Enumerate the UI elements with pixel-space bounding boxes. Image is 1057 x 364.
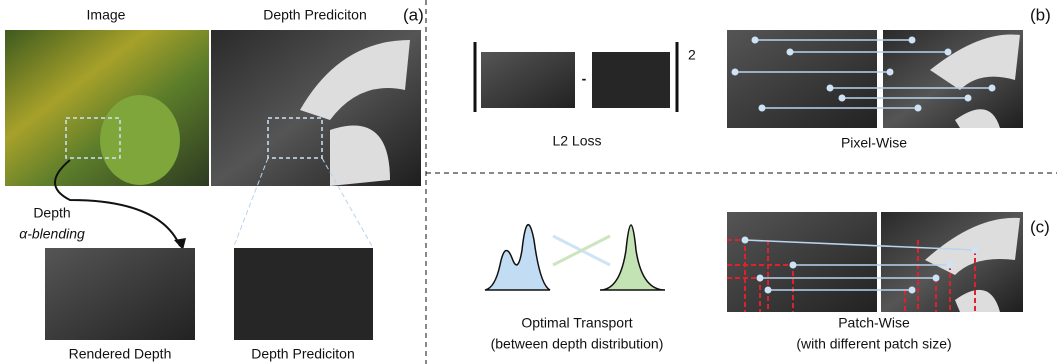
caption: L2 Loss — [552, 133, 601, 149]
rendered-depth — [727, 212, 877, 312]
caption: Patch-Wise — [838, 315, 910, 331]
caption: Optimal Transport — [521, 315, 632, 331]
image-title: Image — [87, 7, 126, 23]
caption: Pixel-Wise — [841, 135, 907, 151]
minus: - — [582, 71, 587, 87]
rendered-depth — [727, 30, 877, 128]
panel-label: (c) — [1030, 217, 1050, 236]
depth-title: Depth Prediciton — [263, 7, 367, 23]
exponent: 2 — [688, 47, 696, 63]
panel-label: (a) — [403, 5, 424, 24]
leaf — [100, 95, 180, 185]
rendered-depth — [481, 52, 575, 108]
figure: Image Depth Prediciton (a) Depth α-blend… — [0, 0, 1057, 364]
distribution — [485, 225, 550, 290]
caption: Depth Prediciton — [251, 346, 355, 362]
distribution — [600, 225, 665, 290]
rendered-depth — [45, 248, 195, 340]
crop-depth — [592, 52, 670, 108]
caption: (between depth distribution) — [491, 336, 664, 352]
blend-label: Depth — [33, 205, 70, 221]
caption: Rendered Depth — [69, 346, 172, 362]
crop-depth — [234, 248, 373, 340]
caption: (with different patch size) — [796, 336, 951, 352]
panel-label: (b) — [1030, 5, 1051, 24]
blend-label: α-blending — [19, 226, 85, 242]
